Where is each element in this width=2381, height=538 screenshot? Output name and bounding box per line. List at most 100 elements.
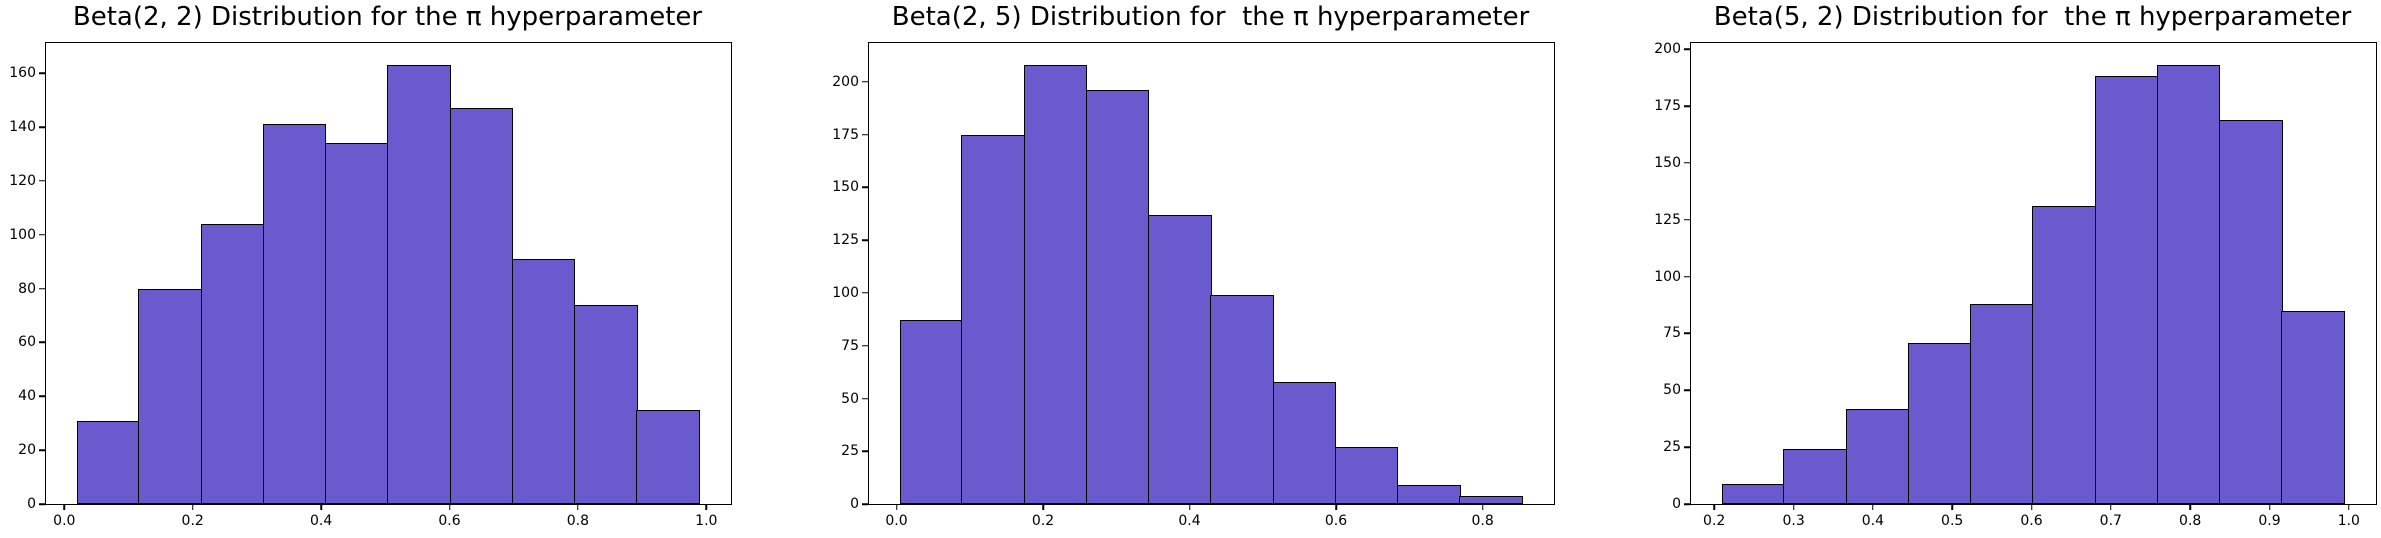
y-tick-mark <box>1683 275 1690 278</box>
y-tick-label: 175 <box>832 126 859 143</box>
x-tick-mark <box>895 504 898 510</box>
plot-area-beta-2-5: 0.0 0.2 0.4 0.6 0.8 0 25 50 75 100 125 150 175 200 <box>832 42 1555 529</box>
y-tick-mark <box>1683 503 1690 505</box>
histogram-bar <box>1210 295 1274 504</box>
x-tick-mark <box>1713 504 1715 510</box>
x-tick-label: 1.0 <box>2337 513 2360 529</box>
y-tick-mark <box>1683 162 1690 164</box>
x-tick-label: 0.2 <box>1031 513 1055 529</box>
y-tick-mark <box>861 292 868 294</box>
histogram-bar <box>574 304 638 504</box>
histogram-bar <box>1907 342 1972 504</box>
x-tick-label: 0.2 <box>1703 513 1726 529</box>
histogram-bar <box>2032 206 2096 504</box>
y-tick-mark <box>861 503 868 505</box>
histogram-bar <box>449 108 514 504</box>
y-tick-mark <box>861 239 868 241</box>
y-tick-mark <box>38 180 45 182</box>
histogram-bar <box>2281 310 2345 504</box>
histogram-bar <box>636 409 700 504</box>
x-tick-label: 0.0 <box>885 513 908 529</box>
x-tick-label: 0.6 <box>438 513 461 529</box>
x-tick-mark <box>2030 504 2033 510</box>
y-tick-label: 20 <box>18 442 36 459</box>
y-tick-mark <box>1683 389 1690 392</box>
y-tick-mark <box>1683 446 1690 448</box>
x-tick-label: 0.3 <box>1782 513 1805 529</box>
y-tick-mark <box>38 126 45 128</box>
x-tick-label: 0.4 <box>1861 513 1885 529</box>
y-tick-mark <box>861 81 868 83</box>
histogram-bar <box>1722 483 1785 504</box>
x-tick-mark <box>1792 504 1795 510</box>
x-tick-mark <box>1872 504 1874 510</box>
histogram-bar <box>1334 447 1399 504</box>
histogram-bar <box>138 288 202 504</box>
x-tick-mark <box>1335 504 1337 510</box>
y-tick-label: 125 <box>832 232 859 249</box>
x-tick-mark <box>2189 504 2191 510</box>
x-tick-label: 0.5 <box>1941 513 1964 529</box>
y-tick-mark <box>861 450 868 452</box>
chart-title-beta-2-2: Beta(2, 2) Distribution for the π hyperp… <box>72 2 703 32</box>
x-tick-mark <box>1042 504 1044 510</box>
y-tick-mark <box>38 395 45 398</box>
histogram-bar <box>77 420 140 504</box>
x-tick-mark <box>448 504 451 510</box>
y-tick-label: 200 <box>832 73 859 90</box>
histogram-bar <box>2094 76 2159 504</box>
subplot-beta-2-2: Beta(2, 2) Distribution for the π hyperp… <box>0 0 794 538</box>
y-tick-label: 120 <box>9 172 36 189</box>
histogram-bar <box>2219 119 2283 504</box>
histogram-bar <box>1023 65 1087 504</box>
plot-area-beta-5-2: 0.2 0.3 0.4 0.5 0.6 0.7 0.8 0.9 1.0 0 25 50 75 100 125… <box>1654 41 2377 529</box>
x-tick-mark <box>63 504 66 510</box>
x-tick-mark <box>2110 504 2112 510</box>
y-tick-label: 40 <box>18 388 36 405</box>
y-tick-label: 150 <box>1654 154 1681 171</box>
x-tick-label: 0.8 <box>566 513 590 529</box>
y-tick-label: 0 <box>27 496 36 512</box>
histogram-bar <box>1970 303 2034 504</box>
x-tick-label: 0.9 <box>2258 513 2281 529</box>
histogram-bar <box>200 224 264 504</box>
y-tick-label: 80 <box>18 280 36 297</box>
x-tick-label: 1.0 <box>695 513 718 529</box>
histogram-bar <box>1148 214 1212 504</box>
x-tick-mark <box>1481 504 1484 510</box>
histogram-bar <box>1397 485 1461 504</box>
x-tick-mark <box>1188 504 1191 510</box>
histogram-bar <box>1085 90 1150 504</box>
x-tick-mark <box>320 504 322 510</box>
y-tick-mark <box>38 341 45 344</box>
y-tick-label: 50 <box>841 390 859 407</box>
y-tick-mark <box>861 133 868 136</box>
x-tick-label: 0.2 <box>181 513 204 529</box>
x-tick-label: 0.7 <box>2099 513 2122 529</box>
y-tick-mark <box>861 344 868 347</box>
histogram-bar <box>387 65 451 504</box>
x-tick-label: 0.0 <box>53 513 76 529</box>
x-tick-label: 0.4 <box>1178 513 1201 529</box>
x-tick-label: 0.4 <box>309 513 333 529</box>
y-tick-label: 140 <box>9 119 36 135</box>
histogram-bar <box>900 320 963 504</box>
x-tick-label: 0.8 <box>1471 513 1494 529</box>
plot-area-beta-2-2: 0.0 0.2 0.4 0.6 0.8 1.0 0 20 40 60 80 100 120 140 160 <box>9 42 732 529</box>
y-tick-label: 75 <box>1663 325 1681 342</box>
y-tick-label: 75 <box>841 337 859 354</box>
chart-title-beta-2-5: Beta(2, 5) Distribution for the π hyperp… <box>891 2 1530 32</box>
y-tick-mark <box>38 233 45 236</box>
y-tick-mark <box>1683 218 1690 221</box>
chart-title-beta-5-2: Beta(5, 2) Distribution for the π hyperp… <box>1713 2 2352 32</box>
y-tick-label: 160 <box>9 65 36 82</box>
y-tick-label: 0 <box>1672 496 1681 512</box>
y-tick-label: 100 <box>9 226 36 243</box>
y-tick-mark <box>1683 332 1690 335</box>
y-tick-label: 50 <box>1663 382 1681 399</box>
subplot-beta-5-2: Beta(5, 2) Distribution for the π hyperp… <box>1588 0 2381 538</box>
y-tick-mark <box>38 449 45 451</box>
y-tick-mark <box>861 186 868 189</box>
histogram-bar <box>1272 381 1337 504</box>
